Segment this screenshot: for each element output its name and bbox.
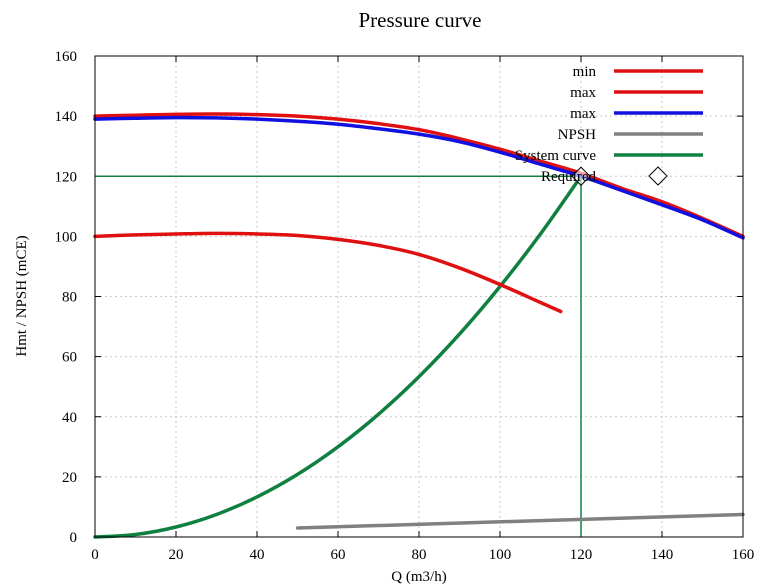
plot-frame — [94, 55, 744, 538]
legend-label: NPSH — [558, 127, 597, 143]
x-tick-label: 160 — [732, 547, 755, 563]
series-line-npsh-3 — [295, 512, 745, 530]
y-tick-label: 0 — [70, 530, 78, 546]
y-tick-labels: 0 20 40 60 80 100 120 140 160 — [55, 49, 78, 546]
legend-label: min — [573, 64, 597, 80]
reference-lines — [95, 175, 582, 537]
x-tick-label: 0 — [91, 547, 99, 563]
x-tick-label: 80 — [412, 547, 427, 563]
required-marker-group — [571, 166, 591, 186]
y-axis-label: Hmt / NPSH (mCE) — [14, 235, 30, 356]
legend-label: System curve — [515, 148, 597, 164]
required-point-marker — [571, 166, 591, 186]
legend-label: Required — [541, 169, 596, 185]
y-tick-label: 140 — [55, 109, 78, 125]
legend-label: max — [570, 106, 596, 122]
y-tick-label: 80 — [62, 290, 77, 306]
x-tick-labels: 0 20 40 60 80 100 120 140 160 — [91, 547, 754, 563]
legend-marker-swatch — [648, 166, 668, 186]
series-line-max-1 — [93, 112, 745, 239]
x-tick-label: 40 — [250, 547, 265, 563]
series-line-system-curve-4 — [93, 174, 583, 539]
y-tick-label: 20 — [62, 470, 77, 486]
x-tick-label: 100 — [489, 547, 512, 563]
y-tick-label: 100 — [55, 229, 78, 245]
y-tick-label: 160 — [55, 49, 78, 65]
chart-title: Pressure curve — [358, 8, 481, 32]
x-tick-label: 140 — [651, 547, 674, 563]
x-tick-label: 60 — [331, 547, 346, 563]
y-tick-label: 60 — [62, 350, 77, 366]
y-tick-label: 40 — [62, 410, 77, 426]
series-line-min-0 — [93, 231, 563, 314]
x-tick-label: 20 — [169, 547, 184, 563]
x-axis-label: Q (m3/h) — [391, 569, 446, 585]
x-tick-label: 120 — [570, 547, 593, 563]
legend: min max max NPSH System curve Required — [515, 64, 703, 186]
series-line-max-2 — [93, 115, 745, 240]
legend-label: max — [570, 85, 596, 101]
series-lines — [93, 112, 745, 539]
y-tick-label: 120 — [55, 169, 78, 185]
